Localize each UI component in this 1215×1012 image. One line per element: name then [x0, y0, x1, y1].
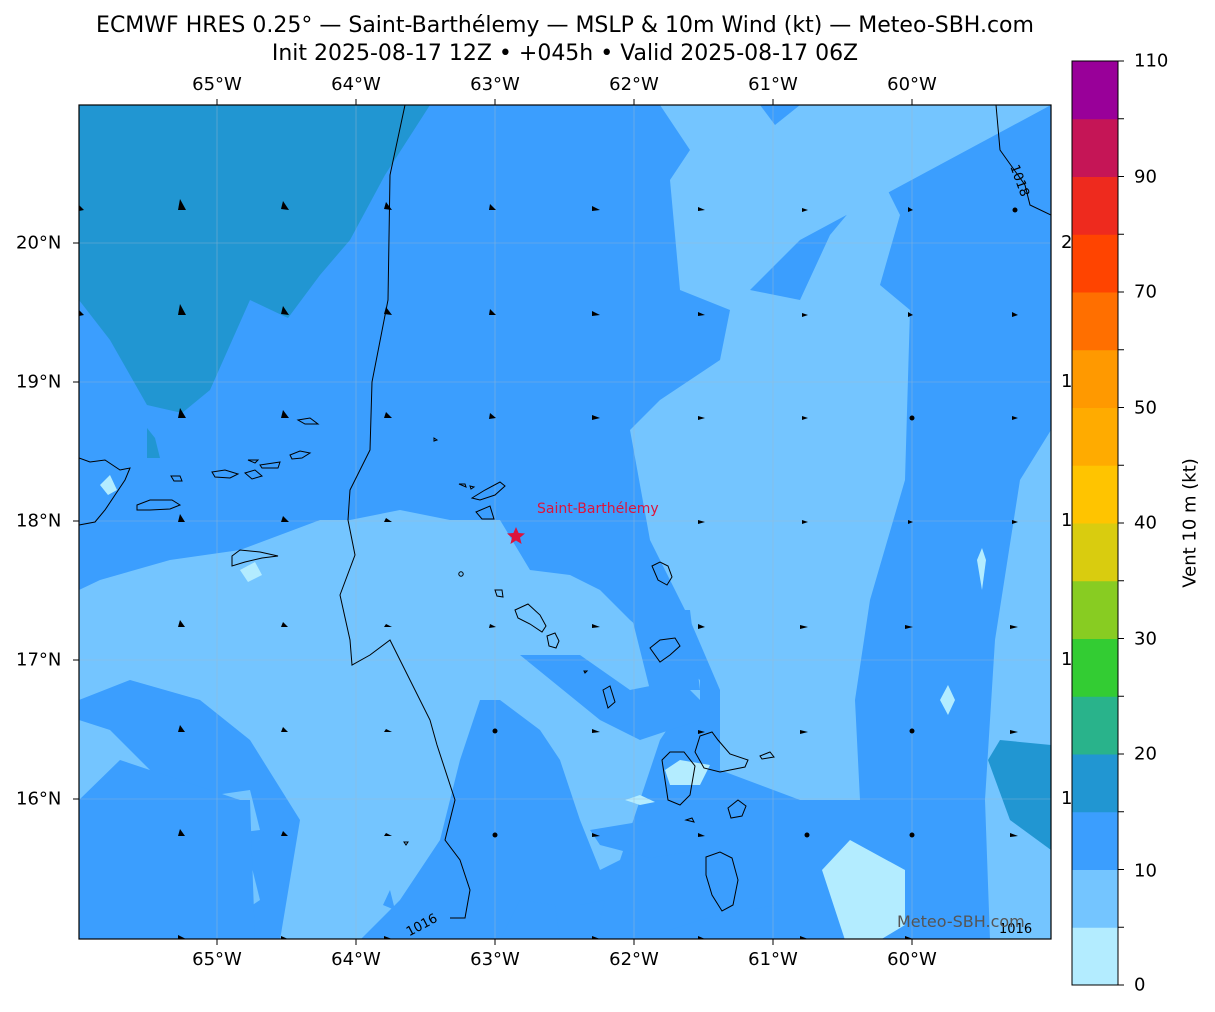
axis-ticks: [73, 99, 913, 945]
wind-band-10-15-south-pocket: [79, 760, 255, 939]
lon-label-bottom-61w: 61°W: [748, 949, 798, 970]
lat-label-right-fragment: 1: [1061, 788, 1071, 809]
wind-band-10-15-pocket2: [590, 820, 700, 858]
wind-band-15-20: [79, 105, 430, 413]
wind-band-10-15-central: [520, 655, 700, 740]
wind-band-0-5-patch4: [100, 475, 117, 495]
wind-vectors: [79, 199, 1018, 939]
wind-band-0-5-patch7: [240, 562, 262, 582]
lon-label-top-60w: 60°W: [887, 74, 937, 95]
lon-label-top-65w: 65°W: [192, 74, 242, 95]
map-frame: [78, 104, 1052, 940]
map-subtitle: Init 2025-08-17 12Z • +045h • Valid 2025…: [271, 41, 859, 66]
wind-band-10-15-pocket4: [643, 905, 775, 939]
colorbar-tick-10: 10: [1134, 860, 1157, 882]
isobar-label-1016-east: 1016: [999, 922, 1032, 937]
colorbar-tick-0: 0: [1134, 974, 1146, 996]
wind-band-0-5-patch2: [940, 685, 955, 715]
colorbar-label: Vent 10 m (kt): [1179, 458, 1201, 588]
lat-label-right-fragment: 2: [1061, 232, 1071, 253]
wind-band-10-15-pocket3: [500, 900, 560, 939]
isobar-1018-west: [339, 105, 471, 919]
lon-label-top-61w: 61°W: [748, 74, 798, 95]
wind-band-5-10-east: [630, 105, 1051, 939]
map-title: ECMWF HRES 0.25° — Saint-Barthélemy — MS…: [96, 13, 1034, 38]
lat-label-16n: 16°N: [16, 788, 62, 810]
wind-band-15-20-pocket: [147, 428, 160, 458]
colorbar-tick-70: 70: [1134, 281, 1157, 303]
colorbar-tick-110: 110: [1134, 50, 1169, 72]
wind-band-0-5-patch6: [625, 795, 655, 805]
coastlines: [79, 417, 775, 912]
lon-label-top-63w: 63°W: [470, 74, 520, 95]
place-marker-star[interactable]: [507, 527, 525, 544]
colorbar-tick-90: 90: [1134, 166, 1157, 188]
wind-band-0-5-patch3: [977, 548, 986, 590]
lat-label-19n: 19°N: [16, 371, 62, 393]
lat-label-right-fragment: 1: [1061, 510, 1071, 531]
lon-label-top-62w: 62°W: [609, 74, 659, 95]
wind-band-10-15-east-strip: [630, 610, 700, 690]
lat-label-17n: 17°N: [16, 649, 62, 671]
lon-label-bottom-65w: 65°W: [192, 949, 242, 970]
lat-label-18n: 18°N: [16, 510, 62, 532]
colorbar-tick-20: 20: [1134, 743, 1157, 765]
wind-band-0-5-se: [822, 840, 905, 939]
lat-label-right-fragment: 1: [1061, 371, 1071, 392]
lon-label-bottom-62w: 62°W: [609, 949, 659, 970]
lon-label-bottom-60w: 60°W: [887, 949, 937, 970]
colorbar-tick-40: 40: [1134, 512, 1157, 534]
lat-label-20n: 20°N: [16, 232, 62, 254]
wind-band-10-15-pocket6: [383, 890, 395, 910]
lat-label-right-fragment: 1: [1061, 649, 1071, 670]
wind-band-5-10-pocket: [727, 135, 742, 148]
colorbar-tick-30: 30: [1134, 628, 1157, 650]
colorbar-tick-50: 50: [1134, 397, 1157, 419]
wind-band-0-5-patch5: [665, 760, 710, 785]
lon-label-bottom-63w: 63°W: [470, 949, 520, 970]
wind-band-10-15-pocket5: [580, 900, 605, 920]
wind-band-15-20-pocket2: [988, 740, 1051, 850]
graticule: [79, 105, 1051, 939]
isobar-1018-east: [995, 105, 1051, 216]
lon-label-bottom-64w: 64°W: [331, 949, 381, 970]
lon-label-top-64w: 64°W: [331, 74, 381, 95]
place-label: Saint-Barthélemy: [537, 501, 659, 517]
credit-watermark: Meteo-SBH.com: [897, 912, 1025, 931]
